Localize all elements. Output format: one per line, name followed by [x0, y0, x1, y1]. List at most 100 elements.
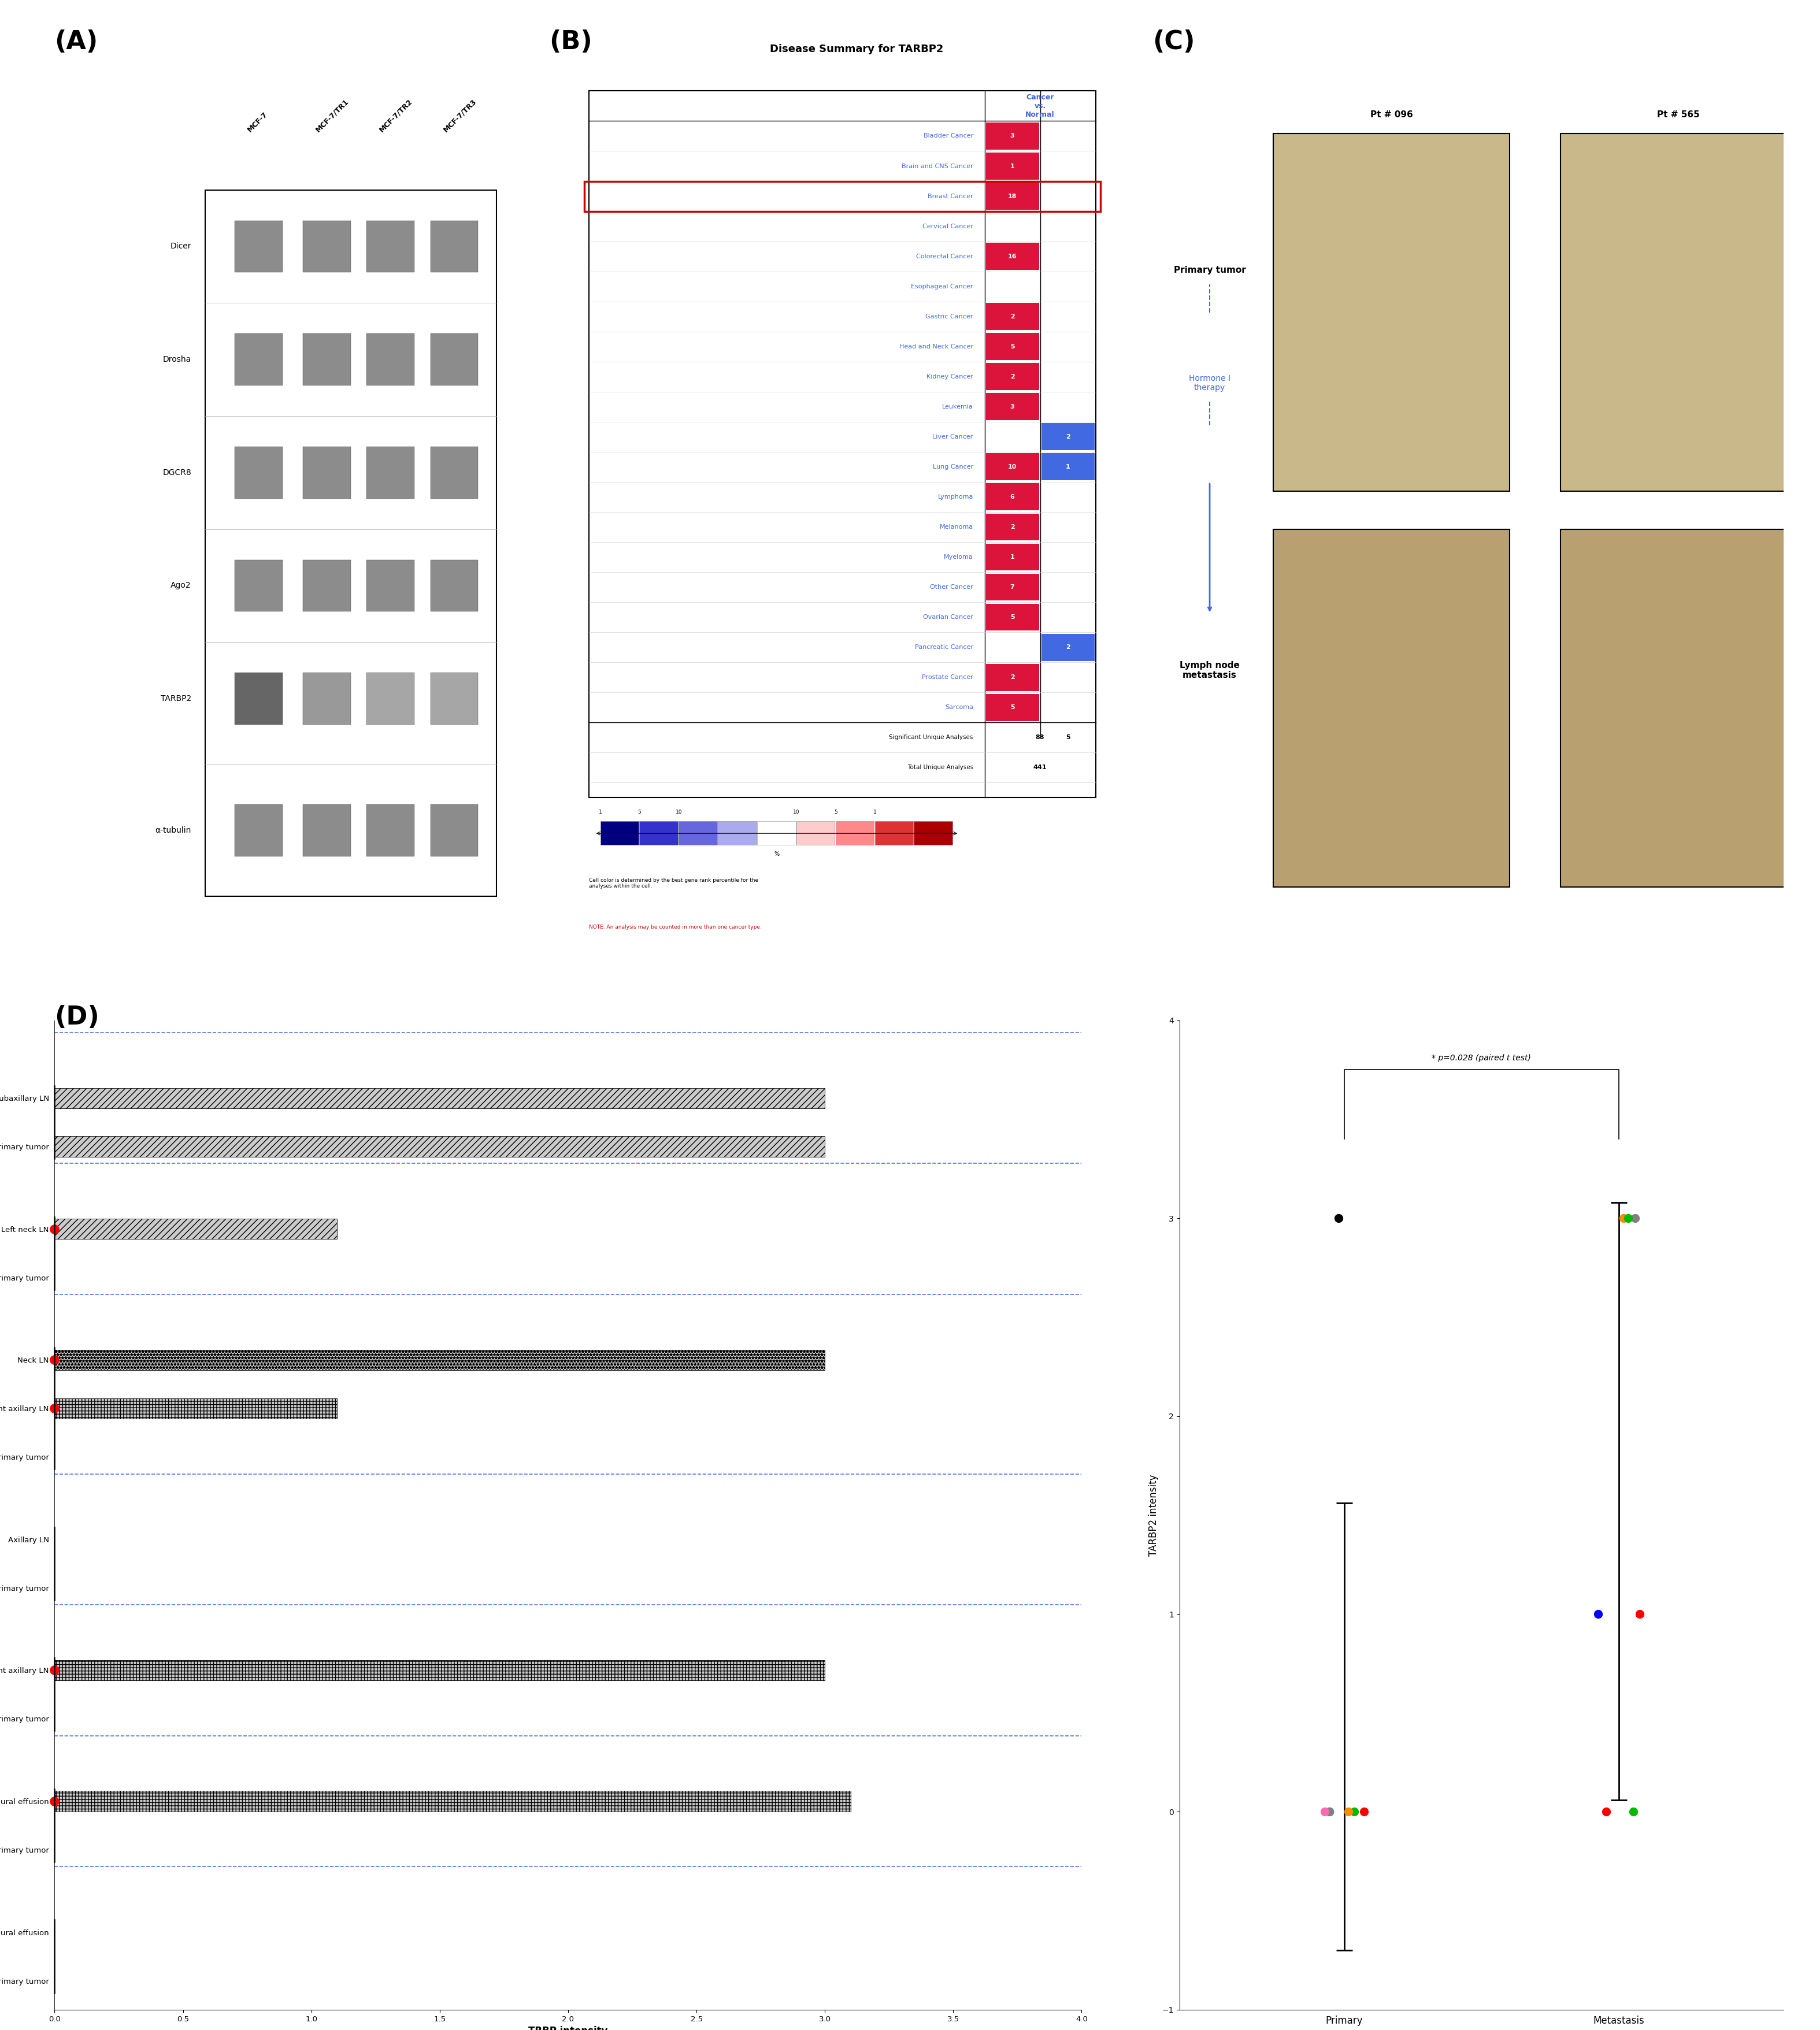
Text: 1: 1 — [599, 810, 602, 814]
Bar — [235, 333, 282, 386]
Text: 10: 10 — [675, 810, 682, 814]
Bar — [1274, 134, 1509, 491]
Bar — [302, 672, 351, 725]
Bar — [55, 1350, 824, 1370]
Point — [1620, 1202, 1649, 1234]
Text: 441: 441 — [1034, 765, 1046, 771]
Bar — [875, 822, 914, 844]
Text: Pt # 565: Pt # 565 — [1656, 110, 1700, 120]
Bar — [986, 302, 1039, 331]
X-axis label: TRBP intensity: TRBP intensity — [528, 2026, 608, 2030]
Text: 18: 18 — [1008, 193, 1017, 199]
Text: 7: 7 — [1010, 585, 1014, 591]
Text: * p=0.028 (paired t test): * p=0.028 (paired t test) — [1432, 1054, 1531, 1062]
Text: 3: 3 — [1010, 404, 1014, 410]
Bar — [55, 1137, 824, 1157]
Text: 16: 16 — [1008, 254, 1017, 260]
Bar — [914, 822, 952, 844]
Bar — [430, 221, 479, 272]
Bar — [235, 672, 282, 725]
Point — [1310, 1797, 1340, 1829]
Text: Lymphoma: Lymphoma — [937, 493, 974, 499]
Bar — [986, 152, 1039, 181]
Text: 5: 5 — [834, 810, 837, 814]
Bar — [366, 447, 415, 499]
Text: 10: 10 — [1008, 465, 1017, 469]
Text: Total Unique Analyses: Total Unique Analyses — [906, 765, 974, 771]
Point — [1340, 1797, 1369, 1829]
Text: Pancreatic Cancer: Pancreatic Cancer — [915, 644, 974, 650]
Text: 88: 88 — [1036, 735, 1045, 741]
Bar — [986, 183, 1039, 209]
Text: 5: 5 — [1067, 735, 1070, 741]
Text: Ago2: Ago2 — [171, 581, 191, 589]
Y-axis label: TARBP2 intensity: TARBP2 intensity — [1148, 1474, 1159, 1555]
Bar — [302, 221, 351, 272]
Bar — [366, 804, 415, 857]
Point — [1618, 1797, 1647, 1829]
Text: Kidney Cancer: Kidney Cancer — [926, 374, 974, 380]
Bar — [986, 544, 1039, 570]
Bar — [986, 394, 1039, 420]
Bar — [302, 333, 351, 386]
Text: NOTE: An analysis may be counted in more than one cancer type.: NOTE: An analysis may be counted in more… — [590, 926, 761, 930]
Text: 5: 5 — [1010, 615, 1014, 619]
Text: 2: 2 — [1010, 313, 1014, 319]
Text: Esophageal Cancer: Esophageal Cancer — [912, 284, 974, 290]
Text: 2: 2 — [1010, 374, 1014, 380]
Bar — [639, 822, 677, 844]
Bar — [235, 560, 282, 611]
Text: 1: 1 — [874, 810, 877, 814]
Bar — [55, 1088, 824, 1108]
Text: Cervical Cancer: Cervical Cancer — [923, 223, 974, 229]
Text: 5: 5 — [1010, 704, 1014, 710]
Point — [1349, 1797, 1378, 1829]
Bar — [235, 221, 282, 272]
Text: Other Cancer: Other Cancer — [930, 585, 974, 591]
Bar — [757, 822, 795, 844]
Text: (A): (A) — [55, 30, 98, 55]
Bar — [986, 453, 1039, 481]
Bar — [797, 822, 835, 844]
Point — [1334, 1797, 1363, 1829]
Text: MCF-7/TR1: MCF-7/TR1 — [315, 97, 349, 134]
Point — [1609, 1202, 1638, 1234]
Bar — [430, 447, 479, 499]
Bar — [601, 822, 639, 844]
Text: MCF-7: MCF-7 — [246, 110, 269, 134]
Text: Primary tumor: Primary tumor — [1174, 266, 1245, 274]
Text: 5: 5 — [1010, 343, 1014, 349]
Bar — [55, 1661, 824, 1681]
Bar — [55, 1218, 337, 1238]
Text: 5: 5 — [637, 810, 641, 814]
Bar — [986, 514, 1039, 540]
Text: Gastric Cancer: Gastric Cancer — [926, 313, 974, 319]
Text: Lung Cancer: Lung Cancer — [932, 465, 974, 469]
Text: Cancer
vs.
Normal: Cancer vs. Normal — [1025, 93, 1056, 118]
Point — [1314, 1797, 1343, 1829]
Bar — [986, 483, 1039, 510]
Point — [1325, 1202, 1354, 1234]
Point — [1613, 1202, 1642, 1234]
Bar — [366, 333, 415, 386]
Text: Significant Unique Analyses: Significant Unique Analyses — [890, 735, 974, 741]
Text: Drosha: Drosha — [162, 355, 191, 363]
Bar — [430, 804, 479, 857]
Bar — [717, 822, 757, 844]
Text: %: % — [774, 851, 779, 857]
Text: Disease Summary for TARBP2: Disease Summary for TARBP2 — [770, 45, 943, 55]
Bar — [302, 804, 351, 857]
Bar — [986, 574, 1039, 601]
Bar — [590, 91, 1096, 798]
Text: MCF-7/TR2: MCF-7/TR2 — [379, 97, 413, 134]
Bar — [430, 560, 479, 611]
Bar — [302, 447, 351, 499]
Text: 1: 1 — [1065, 465, 1070, 469]
Bar — [366, 672, 415, 725]
Text: α-tubulin: α-tubulin — [155, 826, 191, 834]
Point — [1592, 1797, 1622, 1829]
Point — [1625, 1598, 1654, 1630]
Text: 1: 1 — [1010, 162, 1014, 168]
Text: Leukemia: Leukemia — [943, 404, 974, 410]
Bar — [986, 363, 1039, 390]
